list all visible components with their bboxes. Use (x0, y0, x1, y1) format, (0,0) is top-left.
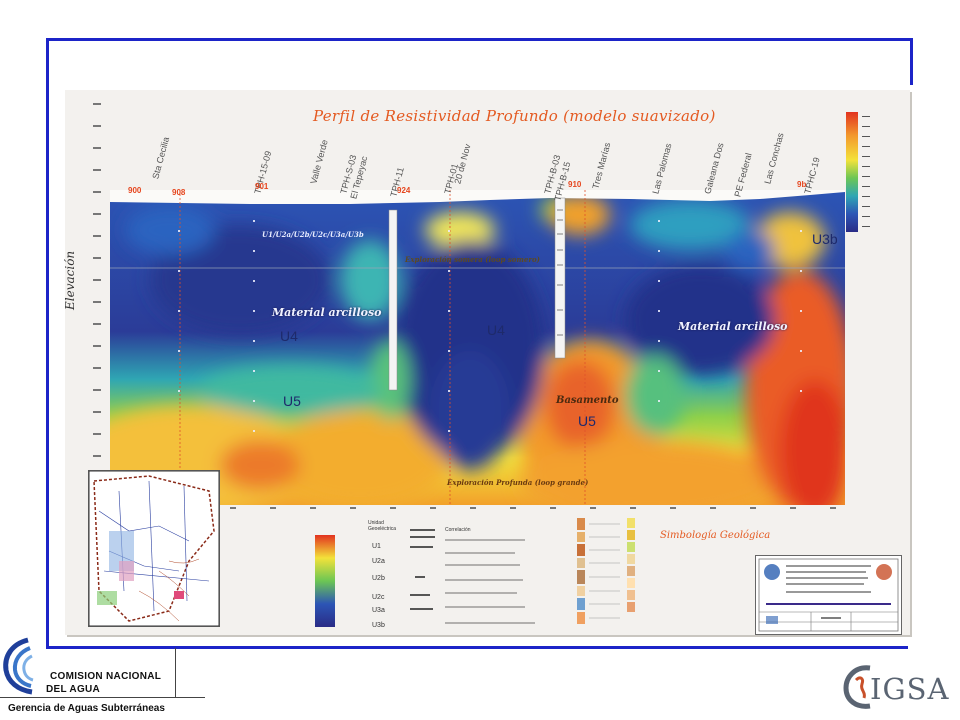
unit-u5-label: U5 (578, 413, 596, 429)
profile-title: Perfil de Resistividad Profundo (modelo … (313, 107, 716, 125)
well-top-elevation: 910 (568, 180, 582, 189)
x-axis-ticks (110, 507, 836, 509)
unit-u5-label: U5 (283, 393, 301, 409)
legend-unit-row: U3a (372, 607, 385, 614)
well-top-elevation: 9b (797, 180, 807, 189)
well-top-elevation: 901 (255, 182, 269, 191)
unit-group-label: U1/U2a/U2b/U2c/U3a/U3b (262, 230, 364, 239)
cna-logo (3, 637, 34, 695)
frame-notch (908, 85, 918, 655)
elevation-axis-label: Elevación (63, 250, 77, 310)
well-top-elevation: 900 (128, 186, 142, 195)
deep-exploration-label: Exploración Profunda (loop grande) (447, 478, 589, 487)
legend-unit-row: U3b (372, 622, 385, 629)
legend-unit-header: Unidad Geoeléctrica (368, 520, 397, 532)
resistivity-section (110, 190, 845, 505)
legend-unit-row: U2c (372, 594, 385, 601)
legend-correlation-header: Correlación (445, 527, 471, 533)
correlation-lines (410, 529, 535, 624)
unit-u3b-label: U3b (812, 231, 838, 247)
location-map (88, 470, 220, 627)
well-top-elevation: 908 (172, 188, 186, 197)
org-name-line1: COMISION NACIONAL (50, 671, 162, 682)
resistivity-colorbar (846, 112, 858, 232)
y-axis-ticks (93, 103, 101, 479)
clay-material-label: Material arcilloso (678, 320, 788, 333)
cna-divider (175, 648, 176, 698)
geologic-symbology-columns (577, 518, 635, 624)
colorbar-ticks (862, 116, 870, 227)
footer-divider (0, 697, 205, 698)
igsa-logo-mark (843, 665, 871, 709)
unit-u4-label: U4 (280, 328, 298, 344)
legend-unit-row: U1 (372, 543, 381, 550)
legend-unit-row: U2b (372, 575, 385, 582)
org-name-line2: DEL AGUA (46, 684, 101, 695)
geologic-symbology-title: Simbología Geológica (660, 530, 771, 541)
basement-label: Basamento (556, 395, 619, 406)
unit-u4-label: U4 (487, 322, 505, 338)
clay-material-label: Material arcilloso (272, 306, 382, 319)
well-top-elevation: 924 (397, 186, 411, 195)
department-name: Gerencia de Aguas Subterráneas (8, 703, 165, 714)
igsa-logo-text: IGSA (870, 672, 950, 706)
legend-unit-row: U2a (372, 558, 385, 565)
drawing-title-block (755, 555, 902, 635)
shallow-exploration-label: Exploración somera (loop somero) (405, 255, 540, 264)
legend-colorbar (315, 535, 335, 627)
